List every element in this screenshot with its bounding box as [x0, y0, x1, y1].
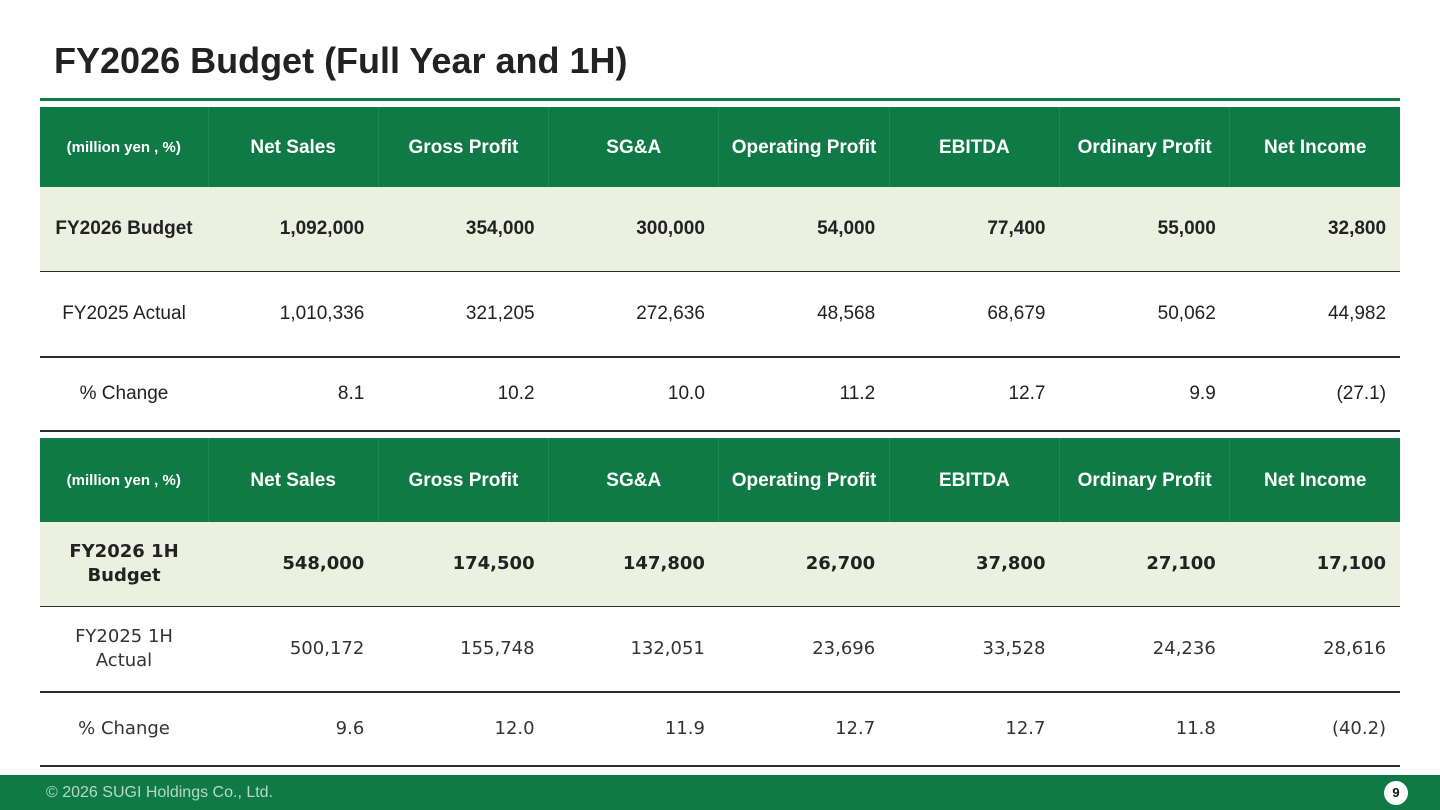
header-ebitda: EBITDA [888, 438, 1060, 522]
cell-ebitda: 37,800 [889, 522, 1060, 607]
cell-ordinary-profit: 11.8 [1059, 692, 1230, 767]
table-row-change: % Change 9.6 12.0 11.9 12.7 12.7 11.8 (4… [40, 692, 1401, 767]
cell-operating-profit: 11.2 [718, 357, 890, 432]
cell-operating-profit: 12.7 [718, 692, 890, 767]
unit-header: (million yen , %) [40, 107, 208, 187]
header-operating-profit: Operating Profit [718, 107, 890, 187]
cell-gross-profit: 174,500 [378, 522, 549, 607]
cell-ebitda: 77,400 [889, 187, 1060, 272]
footer-bar: © 2026 SUGI Holdings Co., Ltd. 9 [0, 775, 1440, 810]
table-row-budget: FY2026 Budget 1,092,000 354,000 300,000 … [40, 187, 1401, 272]
cell-ebitda: 12.7 [889, 692, 1060, 767]
header-net-income: Net Income [1229, 438, 1401, 522]
cell-net-income: 44,982 [1229, 271, 1401, 358]
cell-gross-profit: 354,000 [378, 187, 549, 272]
cell-ordinary-profit: 24,236 [1059, 606, 1230, 693]
cell-sga: 132,051 [548, 606, 719, 693]
cell-gross-profit: 321,205 [378, 271, 549, 358]
page-number-badge: 9 [1384, 781, 1408, 805]
cell-ebitda: 33,528 [889, 606, 1060, 693]
cell-net-income: 17,100 [1229, 522, 1401, 607]
header-net-income: Net Income [1229, 107, 1401, 187]
header-gross-profit: Gross Profit [377, 438, 549, 522]
cell-net-sales: 500,172 [208, 606, 379, 693]
cell-gross-profit: 12.0 [378, 692, 549, 767]
cell-net-sales: 548,000 [208, 522, 379, 607]
table-row-actual: FY2025 Actual 1,010,336 321,205 272,636 … [40, 271, 1401, 358]
page-title: FY2026 Budget (Full Year and 1H) [54, 40, 628, 81]
table-row-budget: FY2026 1H Budget 548,000 174,500 147,800… [40, 522, 1401, 607]
copyright-text: © 2026 SUGI Holdings Co., Ltd. [46, 784, 274, 801]
cell-net-income: (27.1) [1229, 357, 1401, 432]
cell-net-sales: 9.6 [208, 692, 379, 767]
header-sga: SG&A [548, 107, 719, 187]
row-label: FY2026 Budget [40, 187, 208, 272]
cell-sga: 147,800 [548, 522, 719, 607]
cell-sga: 300,000 [548, 187, 719, 272]
header-net-sales: Net Sales [207, 438, 379, 522]
cell-ordinary-profit: 50,062 [1059, 271, 1230, 358]
cell-ordinary-profit: 9.9 [1059, 357, 1230, 432]
row-label: FY2026 1H Budget [40, 522, 208, 607]
row-label: % Change [40, 692, 208, 767]
cell-ordinary-profit: 55,000 [1059, 187, 1230, 272]
cell-operating-profit: 26,700 [718, 522, 890, 607]
cell-net-sales: 1,010,336 [208, 271, 379, 358]
cell-net-income: (40.2) [1229, 692, 1401, 767]
header-net-sales: Net Sales [207, 107, 379, 187]
header-gross-profit: Gross Profit [377, 107, 549, 187]
cell-operating-profit: 23,696 [718, 606, 890, 693]
cell-operating-profit: 54,000 [718, 187, 890, 272]
cell-net-income: 32,800 [1229, 187, 1401, 272]
header-ordinary-profit: Ordinary Profit [1058, 107, 1230, 187]
title-divider [40, 98, 1400, 101]
cell-sga: 272,636 [548, 271, 719, 358]
row-label: % Change [40, 357, 208, 432]
cell-ebitda: 12.7 [889, 357, 1060, 432]
header-operating-profit: Operating Profit [718, 438, 890, 522]
row-label: FY2025 1H Actual [40, 606, 208, 693]
table-header-row: (million yen , %) Net Sales Gross Profit… [40, 107, 1401, 187]
cell-sga: 10.0 [548, 357, 719, 432]
cell-net-income: 28,616 [1229, 606, 1401, 693]
table-row-actual: FY2025 1H Actual 500,172 155,748 132,051… [40, 606, 1401, 693]
cell-net-sales: 1,092,000 [208, 187, 379, 272]
row-label: FY2025 Actual [40, 271, 208, 358]
unit-header: (million yen , %) [40, 438, 208, 522]
cell-ordinary-profit: 27,100 [1059, 522, 1230, 607]
table-row-change: % Change 8.1 10.2 10.0 11.2 12.7 9.9 (27… [40, 357, 1401, 432]
cell-operating-profit: 48,568 [718, 271, 890, 358]
cell-sga: 11.9 [548, 692, 719, 767]
header-ebitda: EBITDA [888, 107, 1060, 187]
full-year-budget-table: (million yen , %) Net Sales Gross Profit… [40, 107, 1401, 432]
header-ordinary-profit: Ordinary Profit [1058, 438, 1230, 522]
cell-gross-profit: 10.2 [378, 357, 549, 432]
table-header-row: (million yen , %) Net Sales Gross Profit… [40, 438, 1401, 522]
cell-ebitda: 68,679 [889, 271, 1060, 358]
cell-gross-profit: 155,748 [378, 606, 549, 693]
cell-net-sales: 8.1 [208, 357, 379, 432]
first-half-budget-table: (million yen , %) Net Sales Gross Profit… [40, 438, 1401, 767]
header-sga: SG&A [548, 438, 719, 522]
